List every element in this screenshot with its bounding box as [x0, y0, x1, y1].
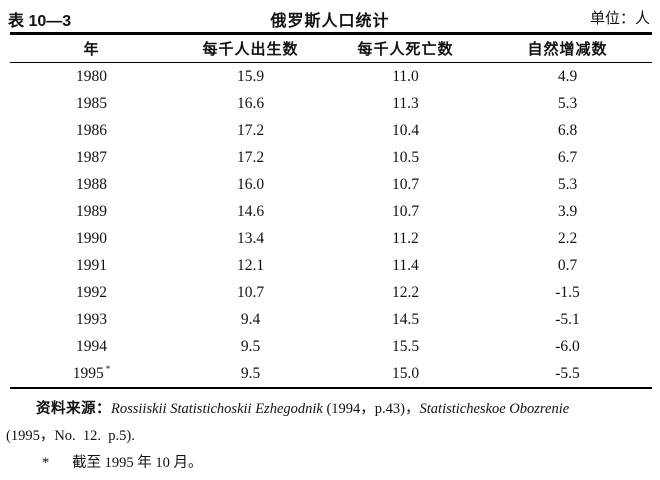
cell-deaths: 11.0: [392, 67, 419, 85]
cell-births: 9.5: [240, 337, 261, 355]
cell-births: 16.0: [236, 175, 265, 193]
source-note-continued: (1995，No. 12. p.5).: [6, 428, 135, 444]
cell-natural: 0.7: [557, 256, 578, 274]
cell-deaths: 10.4: [391, 121, 420, 139]
cell-year: 1991: [76, 256, 107, 274]
cell-births: 14.6: [236, 202, 265, 220]
table-row: 1991 12.1 11.4 0.7: [10, 252, 652, 279]
year-footnote-mark: *: [105, 363, 111, 374]
cell-natural: -6.0: [555, 337, 580, 355]
cell-year: 1985: [76, 94, 107, 112]
cell-deaths: 10.7: [391, 175, 420, 193]
cell-year: 1990: [76, 229, 107, 247]
cell-natural: 5.3: [557, 94, 578, 112]
cell-deaths: 11.3: [392, 94, 419, 112]
table-footer: 资料来源：Rossiiskii Statistichoskii Ezhegodn…: [6, 396, 654, 477]
table-row: 1985 16.6 11.3 5.3: [10, 90, 652, 117]
cell-natural: 6.7: [557, 148, 578, 166]
table-row: 1995 * 9.5 15.0 -5.5: [10, 360, 652, 388]
cell-natural: 3.9: [557, 202, 578, 220]
table-header-row: 年 每千人出生数 每千人死亡数 自然增减数: [10, 33, 652, 63]
caption-bar: 表 10—3 俄罗斯人口统计 单位：人: [8, 5, 652, 30]
cell-natural: -5.1: [555, 310, 580, 328]
column-header-deaths: 每千人死亡数: [328, 33, 483, 63]
table-row: 1989 14.6 10.7 3.9: [10, 198, 652, 225]
table-body: 1980 15.9 11.0 4.9 1985 16.6 11.3 5.3 1986 17.2 10…: [10, 63, 652, 389]
table-title: 俄罗斯人口统计: [270, 13, 390, 30]
cell-natural: 2.2: [557, 229, 578, 247]
cell-year: 1986: [76, 121, 107, 139]
cell-births: 9.4: [240, 310, 261, 328]
source-title-1: Rossiiskii Statistichoskii Ezhegodnik: [111, 401, 323, 417]
cell-year: 1987: [76, 148, 107, 166]
cell-births: 17.2: [236, 121, 265, 139]
cell-deaths: 15.0: [391, 364, 420, 382]
cell-births: 9.5: [240, 364, 261, 382]
footnote-mark: *: [42, 455, 50, 471]
cell-deaths: 12.2: [391, 283, 420, 301]
cell-year: 1993: [76, 310, 107, 328]
table-row: 1988 16.0 10.7 5.3: [10, 171, 652, 198]
table-row: 1994 9.5 15.5 -6.0: [10, 333, 652, 360]
source-title-2: Statisticheskoe Obozrenie: [419, 401, 570, 417]
cell-deaths: 15.5: [391, 337, 420, 355]
column-header-births: 每千人出生数: [173, 33, 328, 63]
cell-year: 1980: [76, 67, 107, 85]
table-row: 1990 13.4 11.2 2.2: [10, 225, 652, 252]
source-citation-1: (1994，p.43)，: [322, 401, 420, 417]
cell-deaths: 14.5: [391, 310, 420, 328]
cell-natural: 6.8: [557, 121, 578, 139]
cell-deaths: 10.7: [391, 202, 420, 220]
cell-deaths: 10.5: [391, 148, 420, 166]
table-row: 1986 17.2 10.4 6.8: [10, 117, 652, 144]
cell-natural: 4.9: [557, 67, 578, 85]
unit-label: 单位：人: [589, 11, 650, 27]
footnote-text: 截至 1995 年 10 月。: [72, 455, 203, 471]
column-header-natural: 自然增减数: [483, 33, 652, 63]
statistics-table: 年 每千人出生数 每千人死亡数 自然增减数 1980 15.9 11.0 4.9 198…: [10, 32, 652, 389]
cell-births: 17.2: [236, 148, 265, 166]
cell-natural: -5.5: [555, 364, 580, 382]
cell-deaths: 11.4: [392, 256, 419, 274]
cell-year: 1994: [76, 337, 107, 355]
cell-births: 10.7: [236, 283, 265, 301]
cell-year: 1989: [76, 202, 107, 220]
cell-births: 12.1: [236, 256, 265, 274]
table-number: 表 10—3: [8, 13, 72, 30]
cell-births: 13.4: [236, 229, 265, 247]
source-label: 资料来源：: [36, 401, 111, 417]
table-row: 1980 15.9 11.0 4.9: [10, 63, 652, 91]
cell-natural: 5.3: [557, 175, 578, 193]
cell-year: 1995 *: [72, 363, 111, 383]
table-row: 1987 17.2 10.5 6.7: [10, 144, 652, 171]
source-note: 资料来源：Rossiiskii Statistichoskii Ezhegodn…: [6, 396, 654, 423]
cell-births: 16.6: [236, 94, 265, 112]
column-header-year: 年: [10, 33, 173, 63]
cell-year: 1988: [76, 175, 107, 193]
footnote: * 截至 1995 年 10 月。: [6, 450, 654, 477]
table-row: 1992 10.7 12.2 -1.5: [10, 279, 652, 306]
cell-year: 1992: [76, 283, 107, 301]
cell-natural: -1.5: [555, 283, 580, 301]
cell-deaths: 11.2: [392, 229, 419, 247]
cell-births: 15.9: [236, 67, 265, 85]
table-row: 1993 9.4 14.5 -5.1: [10, 306, 652, 333]
